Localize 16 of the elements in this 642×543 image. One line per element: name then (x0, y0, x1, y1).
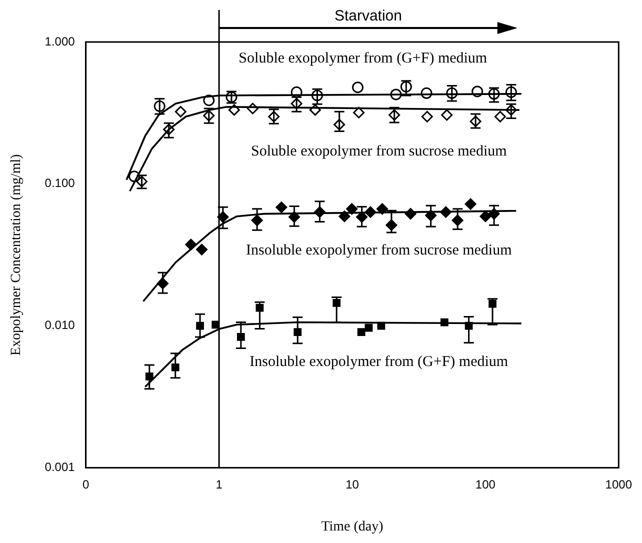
y-tick-label: 0.001 (44, 460, 76, 474)
x-tick-label: 10 (346, 477, 360, 492)
x-tick-label: 100 (475, 477, 496, 492)
x-tick-label: 1000 (605, 477, 632, 492)
series-label: Insoluble exopolymer from sucrose medium (246, 242, 512, 258)
series-label: Insoluble exopolymer from (G+F) medium (250, 354, 508, 370)
text: Starvation (334, 8, 402, 25)
series-label: Soluble exopolymer from sucrose medium (250, 143, 508, 160)
y-tick-label: 1.000 (44, 34, 76, 48)
x-axis-title: Time (day) (321, 519, 384, 534)
x-tick-label: 0 (82, 477, 90, 492)
series-label: Soluble exopolymer from (G+F) medium (238, 50, 488, 67)
y-axis-title: Exopolymer Concentration (mg/ml) (9, 154, 24, 356)
y-tick-label: 0.010 (44, 318, 76, 332)
y-tick-label: 0.100 (44, 176, 76, 190)
x-tick-label: 1 (216, 477, 223, 492)
